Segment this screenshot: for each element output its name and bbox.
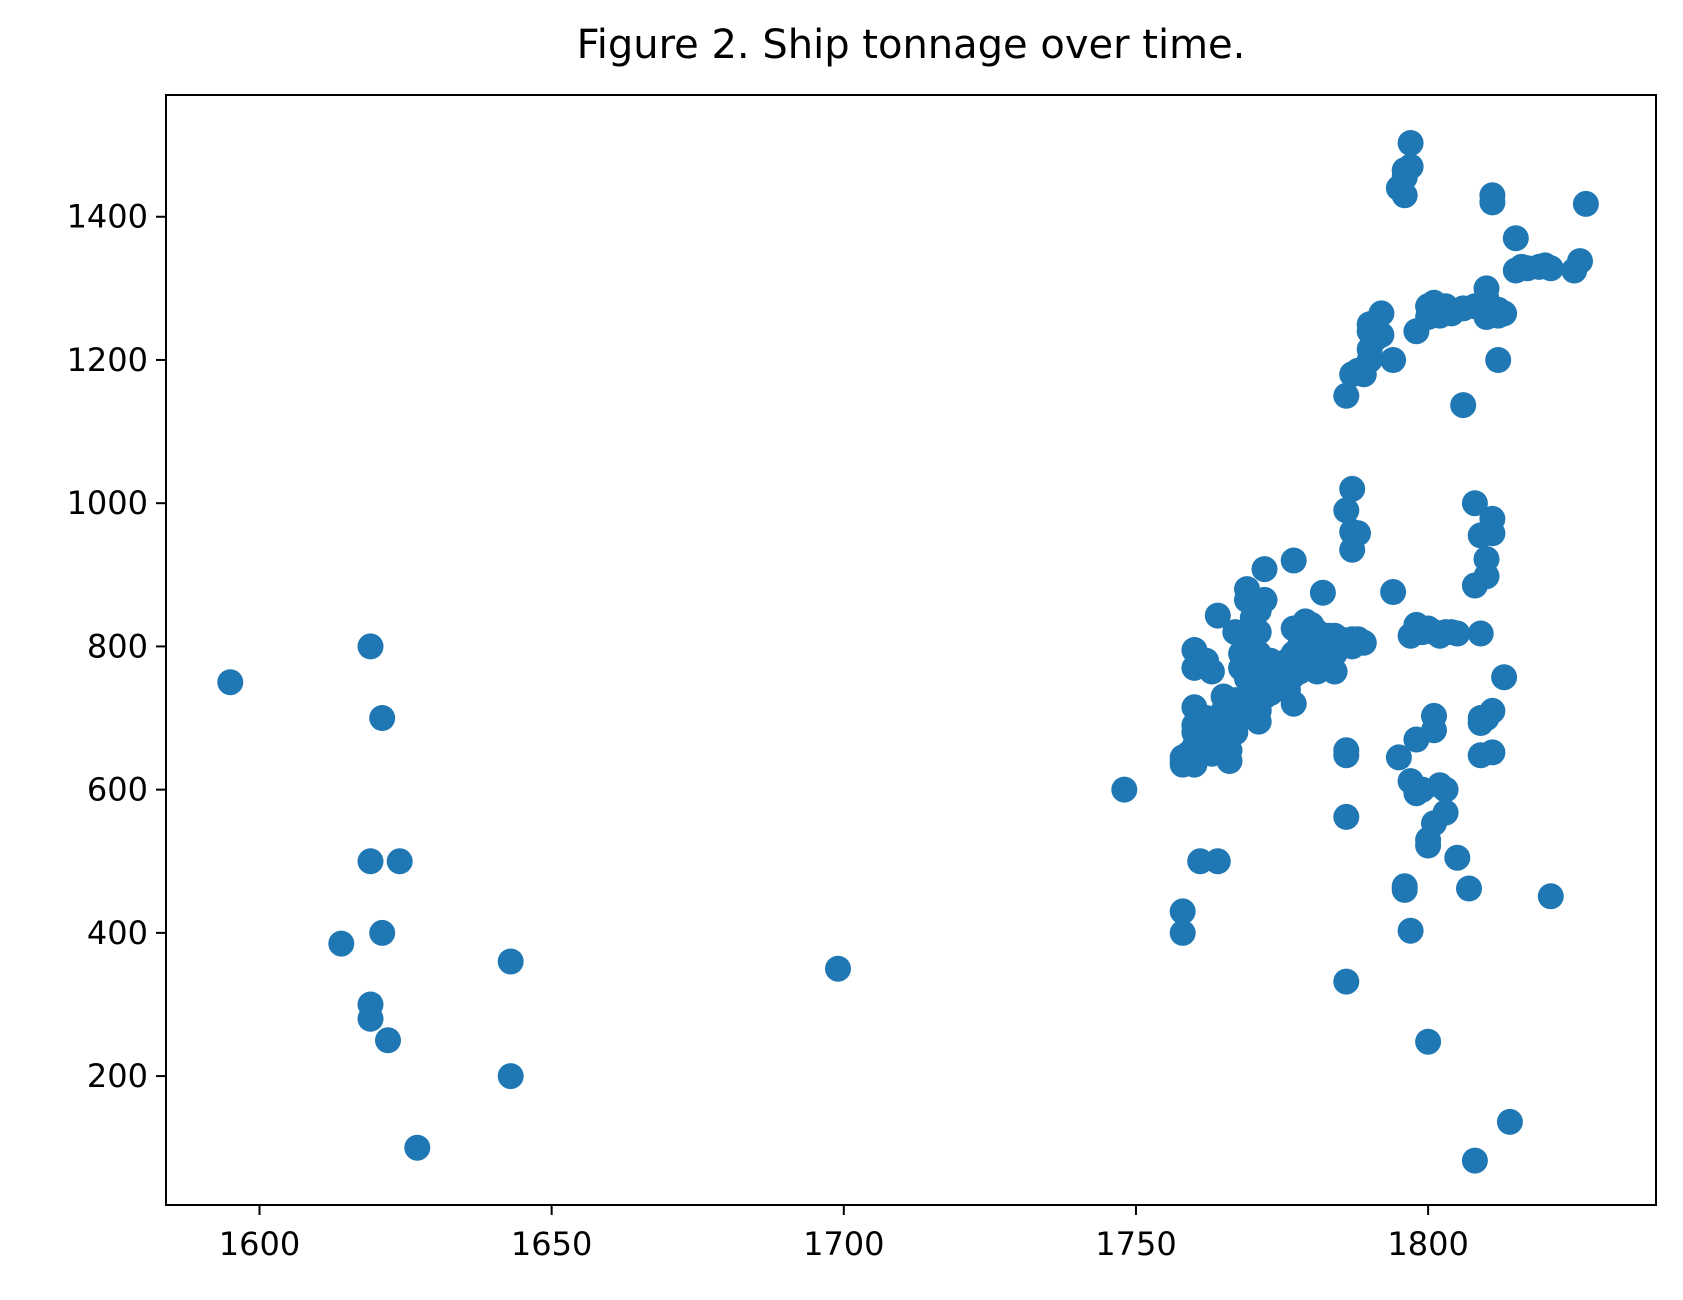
data-point <box>1502 225 1529 252</box>
data-point <box>1397 130 1424 156</box>
data-point <box>1467 620 1494 647</box>
data-point <box>1333 497 1360 524</box>
points-layer <box>217 130 1599 1174</box>
data-point <box>1333 742 1360 769</box>
data-point <box>369 705 396 731</box>
data-point <box>1345 520 1371 547</box>
data-point <box>1169 898 1196 925</box>
data-point <box>1333 968 1360 995</box>
data-point <box>1415 832 1442 859</box>
data-point <box>375 1027 401 1054</box>
y-tick-label: 800 <box>87 627 148 665</box>
y-tick-label: 1200 <box>67 341 148 379</box>
data-point <box>1397 917 1424 944</box>
data-point <box>1485 347 1512 373</box>
data-point <box>1491 300 1518 327</box>
x-tick-label: 1650 <box>511 1225 592 1263</box>
data-point <box>1479 189 1506 216</box>
data-point <box>1537 883 1564 910</box>
data-point <box>1537 255 1564 282</box>
data-point <box>1198 658 1225 685</box>
data-point <box>1432 799 1459 826</box>
y-axis: 200 400 600 800 1000 1200 1400 <box>67 198 166 1095</box>
data-point <box>1444 620 1471 647</box>
data-point <box>1356 347 1383 373</box>
data-point <box>1450 392 1477 419</box>
data-point <box>1251 556 1278 583</box>
data-point <box>1204 848 1231 875</box>
data-point <box>1280 547 1307 574</box>
data-point <box>1391 182 1418 209</box>
data-point <box>1385 744 1412 771</box>
y-tick-label: 1400 <box>67 198 148 236</box>
data-point <box>217 669 244 696</box>
y-tick-label: 600 <box>87 771 148 809</box>
data-point <box>357 1005 384 1032</box>
data-point <box>1461 1147 1488 1174</box>
data-point <box>1479 697 1506 724</box>
data-point <box>1572 190 1599 217</box>
data-point <box>357 848 384 875</box>
data-point <box>1368 321 1395 348</box>
plot-frame <box>165 94 1657 1206</box>
data-point <box>1397 153 1424 180</box>
data-point <box>1309 579 1336 606</box>
data-point <box>1432 776 1459 803</box>
data-point <box>1333 803 1360 830</box>
data-point <box>328 930 355 957</box>
x-tick-label: 1700 <box>803 1225 884 1263</box>
data-point <box>1567 248 1593 275</box>
data-point <box>1444 844 1471 871</box>
data-point <box>357 633 384 660</box>
data-point <box>1169 919 1196 946</box>
data-point <box>1491 664 1518 691</box>
data-point <box>497 948 524 975</box>
x-tick-label: 1800 <box>1387 1225 1468 1263</box>
x-axis: 1600 1650 1700 1750 1800 <box>219 1205 1469 1263</box>
data-point <box>1111 776 1138 803</box>
data-point <box>825 955 851 982</box>
data-point <box>1380 579 1407 605</box>
data-point <box>1350 629 1377 656</box>
data-point <box>1339 475 1366 502</box>
data-point <box>1245 619 1272 646</box>
data-point <box>404 1134 431 1161</box>
data-point <box>1461 490 1488 517</box>
data-point <box>1204 602 1231 629</box>
data-point <box>1479 520 1506 547</box>
data-point <box>386 848 413 875</box>
data-point <box>497 1063 524 1090</box>
data-point <box>1333 382 1360 409</box>
y-tick-label: 1000 <box>67 484 148 522</box>
data-point <box>1391 876 1418 903</box>
data-point <box>1251 586 1278 613</box>
y-tick-label: 200 <box>87 1057 148 1095</box>
data-point <box>1216 748 1243 774</box>
data-point <box>1415 1028 1442 1055</box>
data-point <box>1245 708 1272 735</box>
data-point <box>1280 690 1307 717</box>
x-tick-label: 1600 <box>219 1225 300 1263</box>
data-point <box>1479 739 1506 766</box>
x-tick-label: 1750 <box>1095 1225 1176 1263</box>
data-point <box>1456 875 1482 902</box>
data-point <box>1421 717 1447 744</box>
data-point <box>1496 1108 1523 1135</box>
data-point <box>369 919 396 946</box>
data-point <box>1368 300 1395 327</box>
y-tick-label: 400 <box>87 914 148 952</box>
data-point <box>1380 347 1407 373</box>
chart-title: Figure 2. Ship tonnage over time. <box>576 22 1246 68</box>
data-point <box>1321 658 1348 685</box>
data-point <box>1473 563 1500 590</box>
